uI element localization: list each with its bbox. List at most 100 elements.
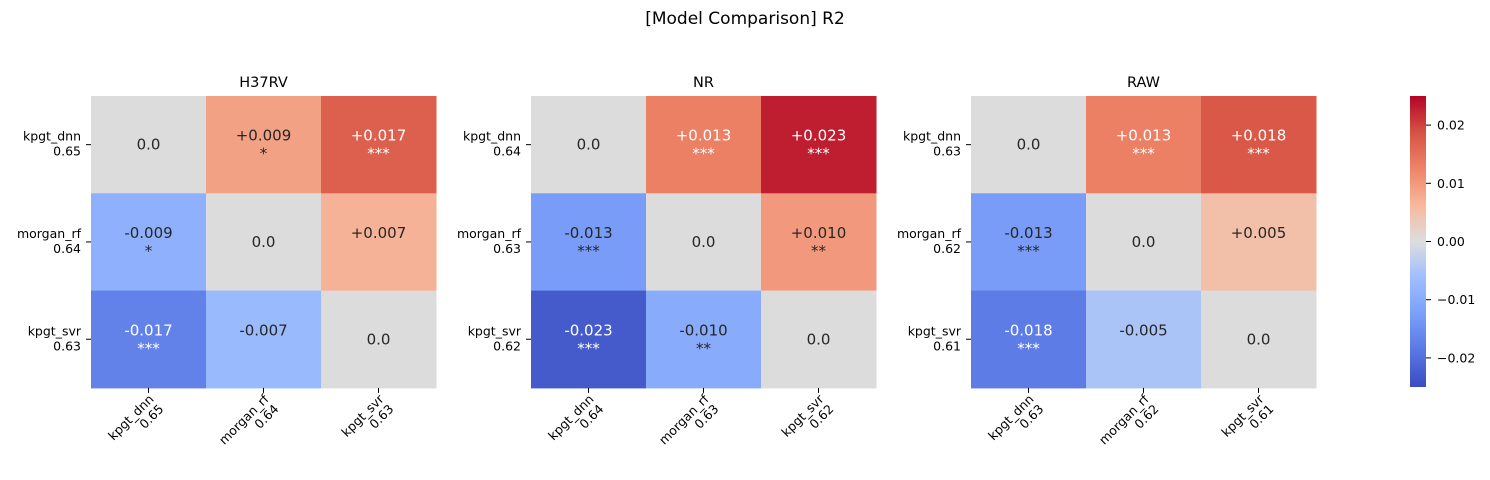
y-tick-score: 0.62 bbox=[933, 241, 961, 256]
heatmap-cell bbox=[761, 290, 877, 389]
cell-significance-label: *** bbox=[1017, 242, 1040, 260]
y-tick-score: 0.61 bbox=[933, 338, 961, 353]
cell-value-label: +0.018 bbox=[1231, 127, 1287, 145]
cell-significance-label: *** bbox=[1132, 145, 1155, 163]
panel-title: RAW bbox=[1127, 75, 1160, 91]
heatmap-cell bbox=[206, 193, 322, 292]
cell-value-label: 0.0 bbox=[1132, 233, 1156, 251]
heatmap-cell bbox=[646, 96, 762, 194]
y-tick-label: kpgt_svr bbox=[908, 323, 962, 338]
colorbar-tick-label: 0.01 bbox=[1437, 176, 1465, 191]
cell-value-label: -0.005 bbox=[1119, 321, 1167, 339]
cell-significance-label: ** bbox=[811, 242, 827, 260]
y-tick-score: 0.62 bbox=[493, 338, 521, 353]
heatmap-cell bbox=[1086, 193, 1202, 292]
cell-significance-label: * bbox=[145, 242, 153, 260]
y-tick-score: 0.64 bbox=[493, 144, 521, 159]
cell-significance-label: *** bbox=[1247, 145, 1270, 163]
heatmap-cell bbox=[761, 193, 877, 292]
cell-significance-label: *** bbox=[692, 145, 715, 163]
cell-value-label: 0.0 bbox=[692, 233, 716, 251]
cell-value-label: 0.0 bbox=[1247, 330, 1271, 348]
cell-value-label: -0.009 bbox=[124, 224, 172, 242]
colorbar-tick-label: 0.00 bbox=[1437, 234, 1465, 249]
cell-value-label: 0.0 bbox=[137, 136, 161, 154]
colorbar: 0.02 0.01 0.00 −0.01 −0.02 bbox=[1410, 96, 1475, 387]
cell-value-label: +0.017 bbox=[351, 127, 407, 145]
heatmap-cell bbox=[91, 290, 207, 389]
y-tick-label: kpgt_dnn bbox=[903, 129, 961, 144]
y-tick-label: kpgt_dnn bbox=[23, 129, 81, 144]
y-tick-score: 0.63 bbox=[493, 241, 521, 256]
heatmap-cell bbox=[1201, 96, 1317, 194]
cell-significance-label: *** bbox=[137, 339, 160, 357]
cell-value-label: -0.013 bbox=[564, 224, 612, 242]
cell-value-label: -0.018 bbox=[1004, 321, 1052, 339]
cell-significance-label: *** bbox=[1017, 339, 1040, 357]
cell-value-label: +0.013 bbox=[676, 127, 732, 145]
y-tick-label: morgan_rf bbox=[17, 226, 82, 241]
cell-value-label: +0.023 bbox=[791, 127, 847, 145]
cell-value-label: -0.013 bbox=[1004, 224, 1052, 242]
y-tick-label: morgan_rf bbox=[897, 226, 962, 241]
y-tick-score: 0.64 bbox=[53, 241, 81, 256]
x-tick-label-group: morgan_rf0.63 bbox=[656, 391, 722, 447]
x-tick-label-group: morgan_rf0.64 bbox=[216, 391, 282, 447]
cell-value-label: 0.0 bbox=[367, 330, 391, 348]
heatmap-cell bbox=[761, 96, 877, 194]
heatmap-cell bbox=[646, 193, 762, 292]
figure-title: [Model Comparison] R2 bbox=[645, 9, 845, 29]
cell-value-label: 0.0 bbox=[807, 330, 831, 348]
heatmap-cell bbox=[1086, 96, 1202, 194]
heatmap-cell bbox=[531, 193, 647, 292]
colorbar-tick-label: −0.02 bbox=[1437, 350, 1475, 365]
heatmap-cell bbox=[91, 96, 207, 194]
cell-value-label: 0.0 bbox=[577, 136, 601, 154]
x-tick-label-group: morgan_rf0.62 bbox=[1096, 391, 1162, 447]
cell-value-label: +0.005 bbox=[1231, 224, 1287, 242]
cell-significance-label: *** bbox=[577, 339, 600, 357]
heatmap-cell bbox=[91, 193, 207, 292]
cell-value-label: -0.017 bbox=[124, 321, 172, 339]
cell-significance-label: *** bbox=[807, 145, 830, 163]
cell-significance-label: *** bbox=[367, 145, 390, 163]
heatmap-cell bbox=[531, 290, 647, 389]
heatmap-cell bbox=[971, 96, 1087, 194]
heatmap-cell bbox=[321, 96, 437, 194]
cell-value-label: +0.009 bbox=[236, 127, 292, 145]
cell-value-label: +0.007 bbox=[351, 224, 407, 242]
cell-value-label: -0.010 bbox=[679, 321, 727, 339]
cell-significance-label: * bbox=[260, 145, 268, 163]
y-tick-score: 0.63 bbox=[53, 338, 81, 353]
heatmap-cell bbox=[971, 290, 1087, 389]
y-tick-score: 0.65 bbox=[53, 144, 81, 159]
cell-value-label: -0.023 bbox=[564, 321, 612, 339]
cell-value-label: -0.007 bbox=[239, 321, 287, 339]
cell-value-label: +0.010 bbox=[791, 224, 847, 242]
y-tick-label: kpgt_svr bbox=[28, 323, 82, 338]
heatmap-cell bbox=[531, 96, 647, 194]
y-tick-label: morgan_rf bbox=[457, 226, 522, 241]
heatmap-cell bbox=[321, 290, 437, 389]
heatmap-cell bbox=[1086, 290, 1202, 389]
cell-value-label: +0.013 bbox=[1116, 127, 1172, 145]
y-tick-label: kpgt_dnn bbox=[463, 129, 521, 144]
heatmap-cell bbox=[646, 290, 762, 389]
colorbar-tick-label: −0.01 bbox=[1437, 292, 1475, 307]
cell-significance-label: ** bbox=[696, 339, 712, 357]
cell-significance-label: *** bbox=[577, 242, 600, 260]
colorbar-tick-label: 0.02 bbox=[1437, 118, 1465, 133]
heatmap-cell bbox=[206, 96, 322, 194]
panel-title: H37RV bbox=[239, 75, 288, 91]
heatmap-cell bbox=[971, 193, 1087, 292]
heatmap-cell bbox=[1201, 290, 1317, 389]
